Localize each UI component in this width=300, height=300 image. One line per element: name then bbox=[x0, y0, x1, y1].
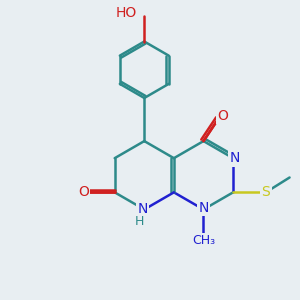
Text: O: O bbox=[218, 109, 228, 123]
Text: HO: HO bbox=[116, 6, 137, 20]
Text: O: O bbox=[78, 185, 89, 200]
Text: H: H bbox=[134, 215, 144, 228]
Text: N: N bbox=[138, 202, 148, 216]
Text: CH₃: CH₃ bbox=[192, 234, 215, 247]
Text: S: S bbox=[261, 185, 270, 200]
Text: N: N bbox=[230, 151, 240, 165]
Text: N: N bbox=[198, 201, 209, 215]
